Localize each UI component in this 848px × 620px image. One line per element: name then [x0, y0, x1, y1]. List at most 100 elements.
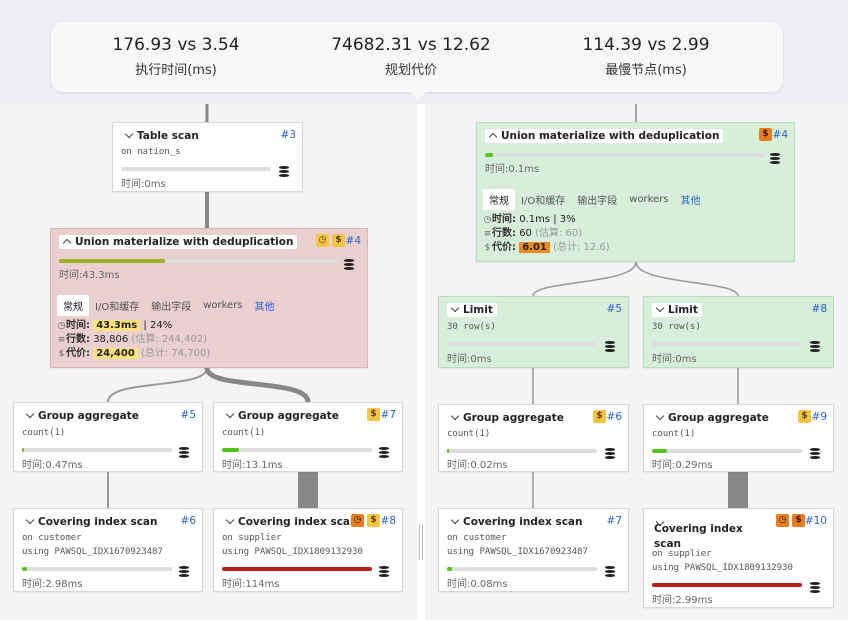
chevron-down-icon[interactable]: [655, 303, 665, 313]
tab-other[interactable]: 其他: [680, 195, 701, 207]
node-title[interactable]: Union materialize with deduplication: [485, 129, 724, 143]
node-union-materialize[interactable]: Union materialize with deduplication ◷ $ …: [50, 228, 368, 368]
node-title[interactable]: Group aggregate: [22, 409, 143, 423]
node-time: 时间:114ms: [222, 579, 280, 590]
database-icon: [179, 447, 189, 458]
node-title[interactable]: Group aggregate: [447, 411, 568, 425]
node-id: #6: [180, 515, 196, 527]
node-group-aggregate[interactable]: Group aggregate $ #6 count(1) 时间:0.02ms: [438, 404, 629, 472]
tab-general[interactable]: 常规: [483, 188, 515, 210]
plan-cost-label: 规划代价: [384, 63, 437, 78]
node-title[interactable]: Group aggregate: [652, 411, 773, 425]
chevron-down-icon[interactable]: [450, 515, 460, 525]
tab-general[interactable]: 常规: [57, 294, 89, 316]
node-title[interactable]: Covering index scan: [222, 515, 362, 529]
plan-cost-metric: 74682.31 vs 12.62 规划代价: [301, 34, 521, 78]
node-covering-index-scan[interactable]: Covering index scan #7 on customer using…: [438, 508, 629, 592]
node-index: using PAWSQL_IDX1809132930: [222, 547, 363, 557]
node-title-text: Covering index scan: [463, 516, 583, 528]
clock-badge-icon: ◷: [316, 234, 329, 247]
node-title-text: Group aggregate: [668, 412, 769, 424]
chevron-down-icon[interactable]: [225, 409, 235, 419]
tab-workers[interactable]: workers: [203, 299, 243, 311]
node-group-aggregate[interactable]: Group aggregate $ #7 count(1) 时间:13.1ms: [213, 402, 403, 472]
node-limit[interactable]: Limit #8 30 row(s) 时间:0ms: [643, 296, 834, 368]
detail-key: 代价:: [492, 242, 516, 253]
node-covering-index-scan[interactable]: Covering index scan ◷ $ #10 on supplier u…: [643, 508, 834, 608]
node-group-aggregate[interactable]: Group aggregate #5 count(1) 时间:0.47ms: [13, 402, 203, 472]
chevron-down-icon[interactable]: [25, 409, 35, 419]
detail-value: 43.3ms: [93, 320, 141, 331]
node-title[interactable]: Covering index scan: [447, 515, 587, 529]
node-title-text: Table scan: [137, 130, 199, 142]
time-bar: [485, 153, 765, 157]
node-title-text: Union materialize with deduplication: [75, 236, 294, 248]
node-time: 时间:0.02ms: [447, 460, 508, 471]
exec-time-label: 执行时间(ms): [135, 63, 217, 78]
node-id: #7: [380, 409, 396, 421]
chevron-down-icon[interactable]: [124, 129, 134, 139]
node-title-text: Covering index scan: [654, 523, 743, 550]
node-covering-index-scan[interactable]: Covering index scan ◷ $ #8 on supplier us…: [213, 508, 403, 592]
exec-time-metric: 176.93 vs 3.54 执行时间(ms): [66, 34, 286, 78]
node-title[interactable]: Covering index scan: [22, 515, 162, 529]
node-subtitle: count(1): [652, 429, 696, 439]
detail-key: 行数:: [66, 334, 90, 345]
tab-output-fields[interactable]: 输出字段: [151, 301, 192, 313]
database-icon: [770, 153, 780, 164]
node-title[interactable]: Table scan: [121, 129, 203, 143]
tab-workers[interactable]: workers: [629, 193, 669, 205]
tab-io-cache[interactable]: I/O和缓存: [521, 195, 566, 207]
node-title-text: Group aggregate: [238, 410, 339, 422]
chevron-down-icon[interactable]: [225, 515, 235, 525]
node-title[interactable]: Limit: [652, 303, 702, 317]
detail-percent: | 24%: [143, 320, 173, 331]
node-time: 时间:0ms: [447, 354, 492, 365]
node-covering-index-scan[interactable]: Covering index scan #6 on customer using…: [13, 508, 203, 592]
node-subtitle: 30 row(s): [447, 322, 496, 332]
clock-icon: ◷: [483, 215, 492, 225]
node-title-text: Covering index scan: [38, 516, 158, 528]
node-table-scan[interactable]: Table scan #3 on nation_s 时间:0ms: [112, 122, 303, 192]
tab-other[interactable]: 其他: [254, 301, 275, 313]
node-title[interactable]: Union materialize with deduplication: [59, 235, 298, 249]
clock-icon: ◷: [57, 321, 66, 331]
database-icon: [179, 566, 189, 577]
node-time: 时间:2.98ms: [22, 579, 83, 590]
chevron-down-icon[interactable]: [655, 411, 665, 421]
pane-divider[interactable]: [417, 104, 425, 620]
time-bar: [447, 342, 597, 346]
node-title[interactable]: Limit: [447, 303, 497, 317]
banner-caret: [410, 92, 426, 100]
tab-io-cache[interactable]: I/O和缓存: [95, 301, 140, 313]
node-time: 时间:0.29ms: [652, 460, 713, 471]
database-icon: [810, 582, 820, 593]
chevron-up-icon[interactable]: [62, 238, 72, 248]
time-bar: [59, 259, 339, 263]
tab-output-fields[interactable]: 输出字段: [577, 195, 618, 207]
rows-icon: ≡: [57, 335, 66, 345]
node-union-materialize[interactable]: Union materialize with deduplication $ #…: [476, 122, 795, 262]
node-id: #5: [180, 409, 196, 421]
time-bar: [222, 567, 372, 571]
chevron-down-icon[interactable]: [450, 303, 460, 313]
slowest-node-value: 114.39 vs 2.99: [582, 35, 710, 55]
database-icon: [279, 166, 289, 177]
time-bar: [652, 583, 802, 587]
chevron-down-icon[interactable]: [450, 411, 460, 421]
database-icon: [379, 447, 389, 458]
dollar-icon: $: [58, 349, 65, 359]
divider-grip-icon[interactable]: [419, 524, 423, 560]
node-id: #4: [345, 235, 361, 247]
time-bar: [222, 448, 372, 452]
node-group-aggregate[interactable]: Group aggregate $ #9 count(1) 时间:0.29ms: [643, 404, 834, 472]
node-time: 时间:0.1ms: [485, 164, 540, 175]
detail-key: 代价:: [66, 348, 90, 359]
node-limit[interactable]: Limit #5 30 row(s) 时间:0ms: [438, 296, 629, 368]
node-id: #10: [804, 515, 827, 527]
time-bar: [22, 567, 172, 571]
node-title[interactable]: Group aggregate: [222, 409, 343, 423]
chevron-up-icon[interactable]: [488, 132, 498, 142]
node-title[interactable]: Covering index scan: [652, 515, 770, 553]
chevron-down-icon[interactable]: [25, 515, 35, 525]
